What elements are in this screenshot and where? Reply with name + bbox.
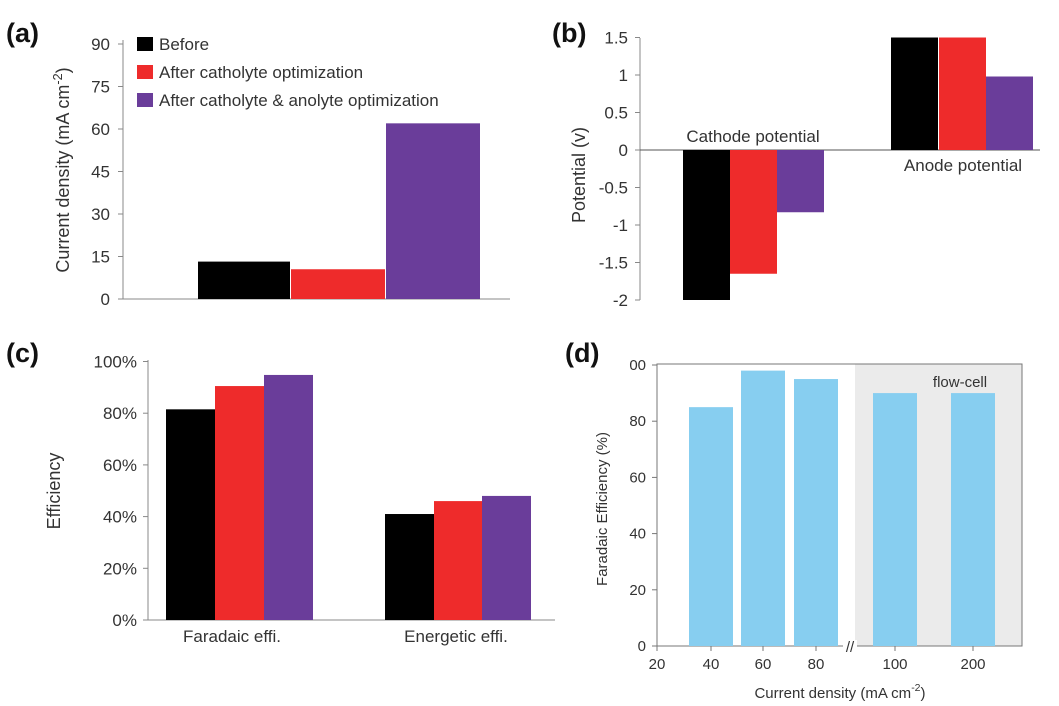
d-xlabel-sup: -2 — [911, 682, 920, 694]
a-ylabel-tail: ) — [53, 67, 73, 73]
a-legend-swatch-2 — [137, 65, 153, 79]
c-ytick-label: 60% — [103, 456, 137, 475]
c-ytick-label: 0% — [112, 611, 137, 630]
c-bar-1-1 — [166, 409, 215, 620]
a-ylabel-sup: -2 — [51, 73, 65, 84]
c-bar-2-3 — [482, 495, 531, 620]
d-xtick-label: 100 — [882, 656, 907, 673]
d-xtick-label: 40 — [703, 656, 720, 673]
c-bar-1-2 — [215, 386, 264, 620]
d-xtick-label: 20 — [649, 656, 666, 673]
a-legend-label-3: After catholyte & anolyte optimization — [159, 91, 439, 110]
b-ytick-label: 0 — [619, 141, 628, 160]
d-xtick-label: 200 — [960, 656, 985, 673]
panel-letter-b: (b) — [552, 18, 586, 48]
panel-b: (b) 1.5 1 0.5 0 -0.5 -1 -1.5 -2 Potential (v) Cath… — [552, 18, 1040, 310]
a-legend-label-1: Before — [159, 35, 209, 54]
b-bar-2-1 — [891, 37, 938, 150]
a-ytick-label: 75 — [91, 78, 110, 97]
a-legend-swatch-1 — [137, 37, 153, 51]
d-ytick-label: 20 — [629, 582, 646, 599]
a-bar-1 — [198, 261, 290, 299]
c-ylabel: Efficiency — [44, 453, 64, 530]
a-ytick-label: 45 — [91, 163, 110, 182]
b-bar-1-1 — [683, 150, 730, 300]
d-bar-4 — [873, 393, 917, 646]
b-cat-label-1: Cathode potential — [686, 127, 819, 146]
d-xlabel: Current density (mA cm-2) — [754, 682, 925, 702]
panel-a: (a) 0 15 30 45 60 75 90 Current density (mA cm-2… — [6, 18, 510, 309]
a-ylabel-main: Current density (mA cm — [53, 85, 73, 273]
d-bar-2 — [741, 370, 785, 646]
d-bar-1 — [689, 407, 733, 646]
a-ytick-label: 60 — [91, 120, 110, 139]
b-ytick-label: -2 — [613, 291, 628, 310]
c-cat-label-1: Faradaic effi. — [183, 627, 281, 646]
b-ytick-label: -0.5 — [599, 179, 628, 198]
b-ytick-label: -1.5 — [599, 254, 628, 273]
panel-letter-a: (a) — [6, 18, 39, 48]
a-legend-label-2: After catholyte optimization — [159, 63, 363, 82]
b-ylabel: Potential (v) — [569, 127, 589, 223]
c-cat-label-2: Energetic effi. — [404, 627, 508, 646]
d-xlabel-main: Current density (mA cm — [754, 685, 911, 702]
b-ytick-label: -1 — [613, 216, 628, 235]
b-bar-2-2 — [939, 37, 986, 150]
a-ylabel: Current density (mA cm-2) — [51, 67, 73, 272]
d-ytick-label: 00 — [629, 357, 646, 374]
a-ytick-label: 0 — [101, 290, 110, 309]
d-axis-break: // — [846, 639, 855, 656]
c-ytick-label: 100% — [94, 353, 137, 372]
b-cat-label-2: Anode potential — [904, 156, 1022, 175]
d-ytick-label: 80 — [629, 413, 646, 430]
a-ytick-label: 90 — [91, 35, 110, 54]
b-ytick-label: 1 — [619, 66, 628, 85]
c-bar-2-1 — [385, 514, 434, 620]
c-ytick-label: 20% — [103, 559, 137, 578]
d-plot-frame — [656, 363, 1023, 647]
c-ytick-label: 40% — [103, 508, 137, 527]
d-ytick-label: 40 — [629, 526, 646, 543]
d-flowcell-label: flow-cell — [933, 374, 987, 391]
b-ytick-label: 1.5 — [604, 29, 628, 48]
d-ylabel: Faradaic Efficiency (%) — [594, 432, 611, 586]
c-ytick-label: 80% — [103, 404, 137, 423]
panel-letter-d: (d) — [565, 338, 599, 368]
d-ytick-label: 60 — [629, 469, 646, 486]
d-xtick-label: 80 — [808, 656, 825, 673]
b-bar-2-3 — [986, 76, 1033, 150]
d-bar-5 — [951, 393, 995, 646]
d-axis-break-gap — [843, 640, 857, 652]
b-ytick-label: 0.5 — [604, 104, 628, 123]
a-legend-swatch-3 — [137, 93, 153, 107]
a-ytick-label: 30 — [91, 205, 110, 224]
a-bar-2 — [291, 269, 385, 299]
d-bar-3 — [794, 379, 838, 646]
panel-letter-c: (c) — [6, 338, 39, 368]
d-xlabel-tail: ) — [921, 685, 926, 702]
b-bar-1-3 — [777, 150, 824, 213]
c-bar-1-3 — [264, 374, 313, 620]
d-xtick-label: 60 — [755, 656, 772, 673]
a-ytick-label: 15 — [91, 248, 110, 267]
panel-c: (c) 0% 20% 40% 60% 80% 100% Efficiency Faradaic … — [6, 338, 555, 646]
c-bar-2-2 — [434, 501, 483, 620]
a-bar-3 — [386, 123, 480, 299]
b-bar-1-2 — [730, 150, 777, 274]
d-ytick-label: 0 — [638, 638, 646, 655]
